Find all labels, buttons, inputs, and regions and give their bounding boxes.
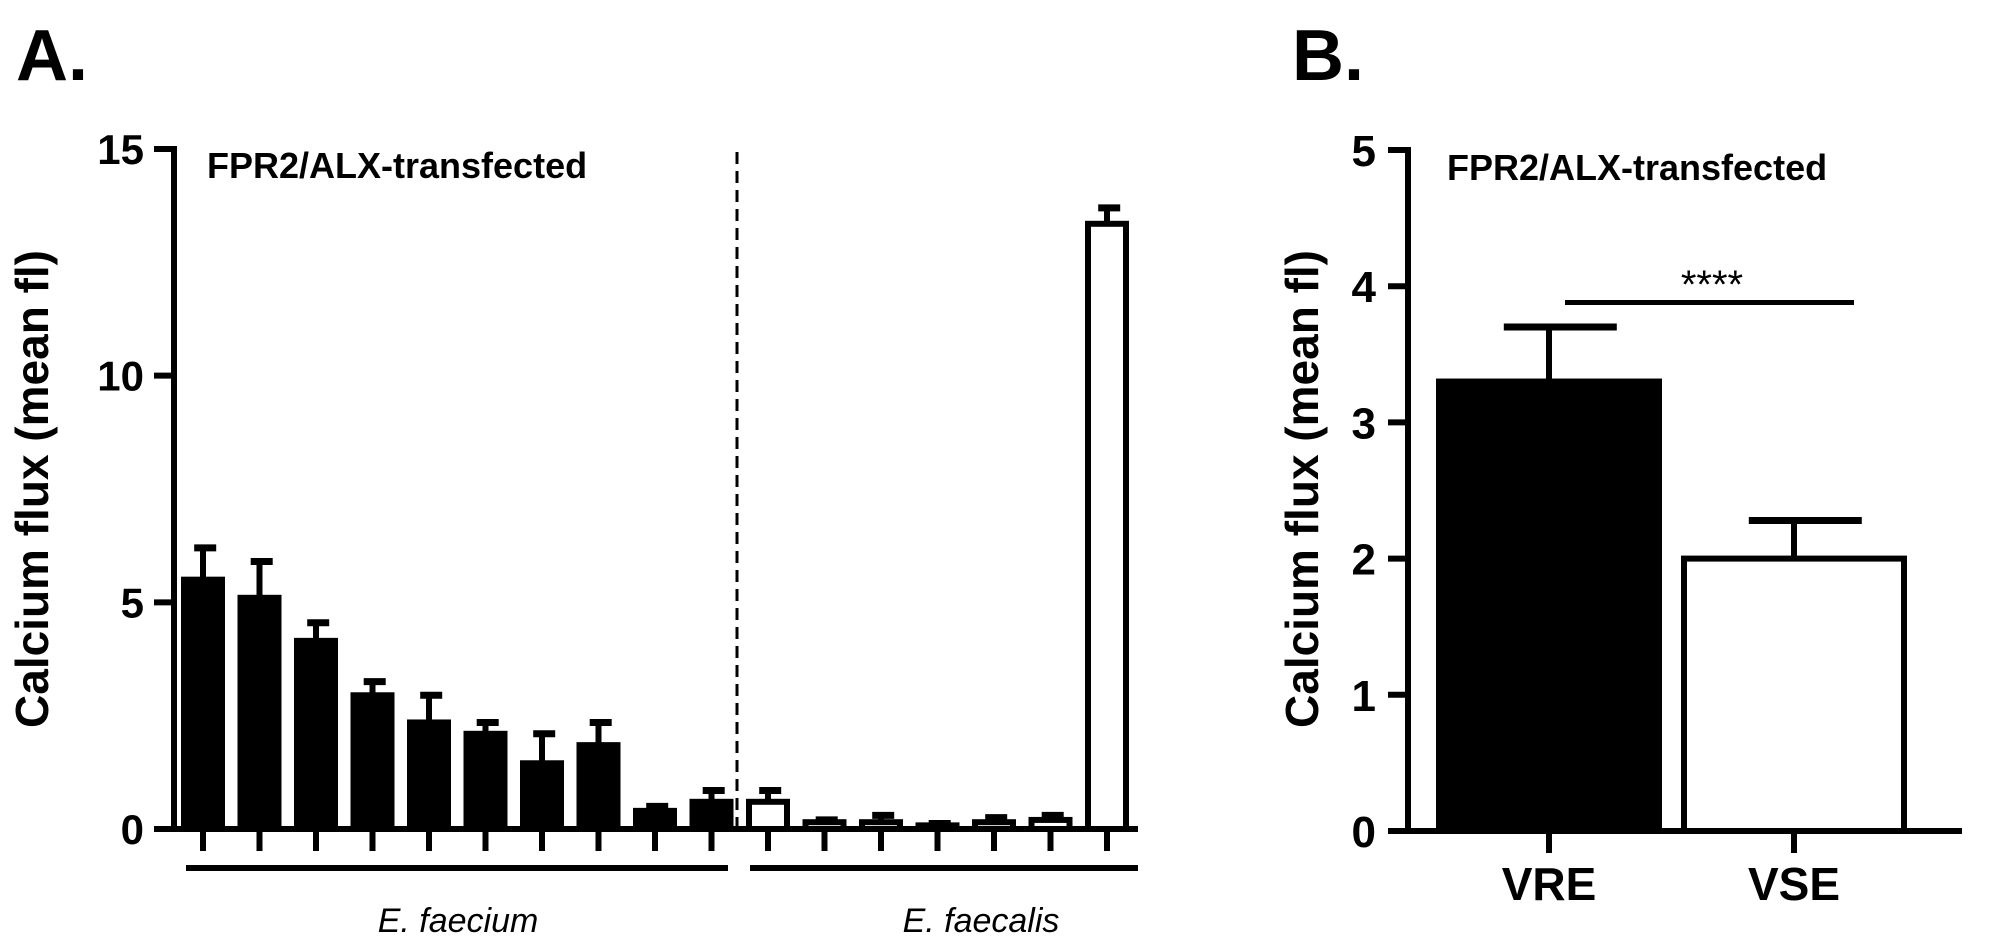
y-tick-label: 2 (1352, 536, 1376, 585)
bar-e-faecium-1 (181, 576, 225, 833)
bar-e-faecalis-3 (859, 819, 903, 833)
group-label-e-faecalis: E. faecalis (903, 902, 1060, 940)
y-tick-label: 4 (1352, 263, 1377, 312)
y-tick-label: 3 (1352, 399, 1376, 448)
panel-a-plot: 0 5 10 15 (97, 126, 1138, 871)
y-tick-label: 0 (1352, 808, 1376, 857)
bar-e-faecalis-5 (972, 819, 1016, 833)
bar-e-faecium-7 (520, 760, 564, 832)
bar-e-faecium-5 (407, 719, 451, 833)
x-tick-label-vse: VSE (1748, 858, 1840, 910)
group-label-e-faecium: E. faecium (378, 902, 539, 940)
bar-e-faecium-10 (689, 798, 734, 832)
panel-a-ylabel: Calcium flux (mean fl) (6, 250, 58, 728)
y-tick-label: 5 (121, 579, 144, 626)
bar-e-faecium-4 (350, 692, 395, 832)
bar-e-faecalis-4 (915, 822, 960, 833)
bar-vse (1681, 555, 1907, 834)
bar-e-faecium-9 (633, 807, 677, 832)
panel-b-ylabel: Calcium flux (mean fl) (1276, 250, 1328, 728)
panel-b-plot: 0 1 2 3 4 5 VRE VSE (1352, 127, 1962, 910)
bar-e-faecalis-1 (746, 798, 790, 832)
y-tick-label: 1 (1352, 672, 1376, 721)
y-tick-label: 0 (121, 806, 144, 853)
bar-e-faecalis-2 (802, 819, 847, 833)
y-tick-label: 10 (97, 353, 144, 400)
panel-b-label: B. (1292, 16, 1364, 96)
y-tick-label: 5 (1352, 127, 1376, 176)
x-tick-label-vre: VRE (1502, 858, 1597, 910)
significance-label: **** (1681, 263, 1743, 307)
bar-vre (1436, 378, 1662, 834)
panel-b-title: FPR2/ALX-transfected (1447, 147, 1827, 188)
bar-e-faecium-3 (294, 637, 338, 832)
y-tick-label: 15 (97, 126, 144, 173)
bar-e-faecalis-7 (1085, 220, 1129, 833)
bar-e-faecium-8 (576, 742, 621, 833)
bar-e-faecalis-6 (1028, 816, 1073, 833)
bar-e-faecium-2 (237, 594, 282, 832)
bar-e-faecium-6 (463, 730, 508, 832)
panel-a-title: FPR2/ALX-transfected (207, 145, 587, 186)
panel-a-label: A. (16, 16, 88, 96)
